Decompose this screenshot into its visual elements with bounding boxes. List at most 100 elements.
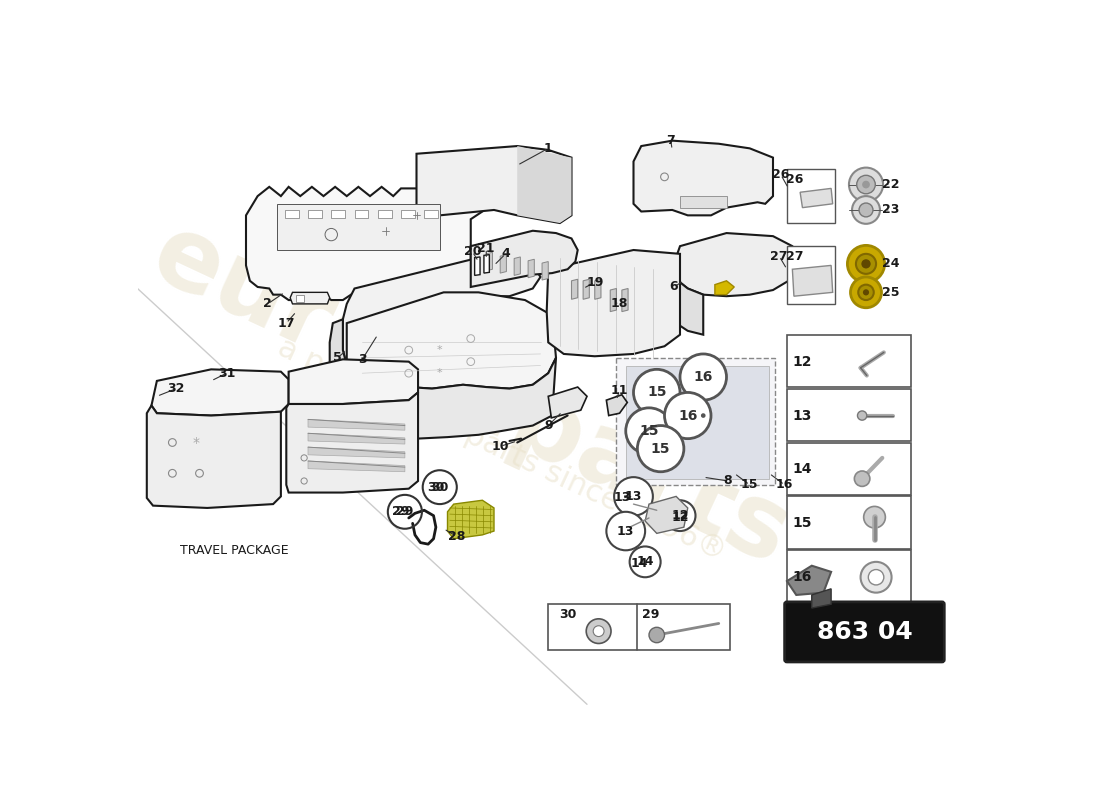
- Polygon shape: [634, 141, 773, 215]
- Text: 8: 8: [724, 474, 733, 487]
- Circle shape: [614, 477, 653, 516]
- Polygon shape: [606, 394, 627, 415]
- Text: 13: 13: [613, 491, 630, 505]
- Polygon shape: [425, 210, 438, 218]
- Text: 29: 29: [393, 506, 409, 518]
- Polygon shape: [595, 279, 601, 299]
- Text: 16: 16: [793, 570, 812, 584]
- Text: *: *: [437, 345, 442, 355]
- Polygon shape: [583, 279, 590, 299]
- FancyBboxPatch shape: [786, 442, 911, 495]
- Text: 15: 15: [793, 516, 812, 530]
- Text: 15: 15: [639, 424, 659, 438]
- Polygon shape: [308, 419, 405, 430]
- Circle shape: [859, 203, 873, 217]
- Polygon shape: [308, 210, 322, 218]
- Text: 17: 17: [277, 317, 295, 330]
- Circle shape: [649, 627, 664, 642]
- Text: 28: 28: [448, 530, 465, 543]
- Polygon shape: [346, 292, 556, 389]
- Text: 7: 7: [667, 134, 675, 147]
- Text: 12: 12: [793, 354, 812, 369]
- Circle shape: [701, 414, 705, 418]
- Text: *: *: [192, 435, 199, 450]
- Circle shape: [849, 168, 883, 202]
- Polygon shape: [246, 181, 483, 300]
- FancyBboxPatch shape: [784, 602, 944, 662]
- Circle shape: [862, 181, 870, 188]
- Polygon shape: [331, 210, 345, 218]
- Text: 12: 12: [671, 509, 689, 522]
- Text: 10: 10: [492, 440, 509, 453]
- Circle shape: [847, 246, 884, 282]
- Circle shape: [664, 393, 711, 438]
- Circle shape: [634, 370, 680, 415]
- Polygon shape: [471, 230, 578, 287]
- Polygon shape: [484, 254, 490, 273]
- Polygon shape: [308, 434, 405, 444]
- Text: 16: 16: [776, 478, 793, 491]
- Polygon shape: [285, 210, 299, 218]
- Text: 29: 29: [396, 506, 414, 518]
- Circle shape: [664, 500, 695, 531]
- Polygon shape: [812, 589, 832, 608]
- Text: 30: 30: [431, 481, 449, 494]
- Text: 1: 1: [543, 142, 552, 155]
- Polygon shape: [786, 169, 835, 223]
- Text: 14: 14: [793, 462, 812, 477]
- Text: 11: 11: [610, 384, 628, 397]
- Circle shape: [856, 254, 876, 274]
- Text: a passion for parts since 1996®: a passion for parts since 1996®: [273, 334, 730, 567]
- Polygon shape: [674, 233, 794, 296]
- Circle shape: [857, 175, 876, 194]
- Circle shape: [606, 512, 645, 550]
- Polygon shape: [500, 254, 506, 273]
- Text: 16: 16: [694, 370, 713, 384]
- Text: 13: 13: [793, 409, 812, 422]
- Circle shape: [629, 546, 661, 578]
- Text: 19: 19: [586, 276, 604, 289]
- Circle shape: [850, 277, 881, 308]
- Text: 3: 3: [358, 353, 366, 366]
- Text: 13: 13: [617, 525, 635, 538]
- Text: 27: 27: [785, 250, 803, 262]
- Polygon shape: [290, 292, 330, 304]
- Polygon shape: [800, 188, 833, 208]
- Polygon shape: [626, 366, 769, 479]
- Text: *: *: [437, 368, 442, 378]
- Polygon shape: [346, 358, 556, 438]
- Polygon shape: [547, 250, 680, 356]
- FancyBboxPatch shape: [786, 389, 911, 441]
- Text: 15: 15: [741, 478, 759, 491]
- Polygon shape: [308, 447, 405, 458]
- Text: 9: 9: [543, 419, 552, 432]
- Circle shape: [855, 471, 870, 486]
- Text: 23: 23: [882, 203, 900, 217]
- Text: europaparts: europaparts: [136, 206, 805, 586]
- Circle shape: [637, 426, 684, 472]
- Polygon shape: [286, 393, 418, 493]
- Text: 27: 27: [770, 250, 788, 262]
- Polygon shape: [330, 319, 377, 419]
- Text: 29: 29: [642, 608, 659, 621]
- Polygon shape: [610, 289, 616, 312]
- FancyBboxPatch shape: [786, 550, 911, 602]
- Circle shape: [680, 354, 726, 400]
- Polygon shape: [146, 406, 280, 508]
- Polygon shape: [548, 387, 587, 418]
- Text: 21: 21: [477, 242, 495, 255]
- Text: 15: 15: [647, 386, 667, 399]
- Polygon shape: [417, 146, 572, 223]
- Text: 18: 18: [610, 298, 628, 310]
- Polygon shape: [645, 496, 688, 534]
- Polygon shape: [671, 264, 703, 334]
- Text: 863 04: 863 04: [816, 620, 912, 644]
- Polygon shape: [715, 281, 735, 294]
- Polygon shape: [621, 289, 628, 312]
- Polygon shape: [277, 204, 440, 250]
- Circle shape: [626, 408, 672, 454]
- Text: 24: 24: [882, 258, 900, 270]
- Circle shape: [858, 285, 873, 300]
- Circle shape: [586, 619, 611, 643]
- FancyBboxPatch shape: [786, 496, 911, 549]
